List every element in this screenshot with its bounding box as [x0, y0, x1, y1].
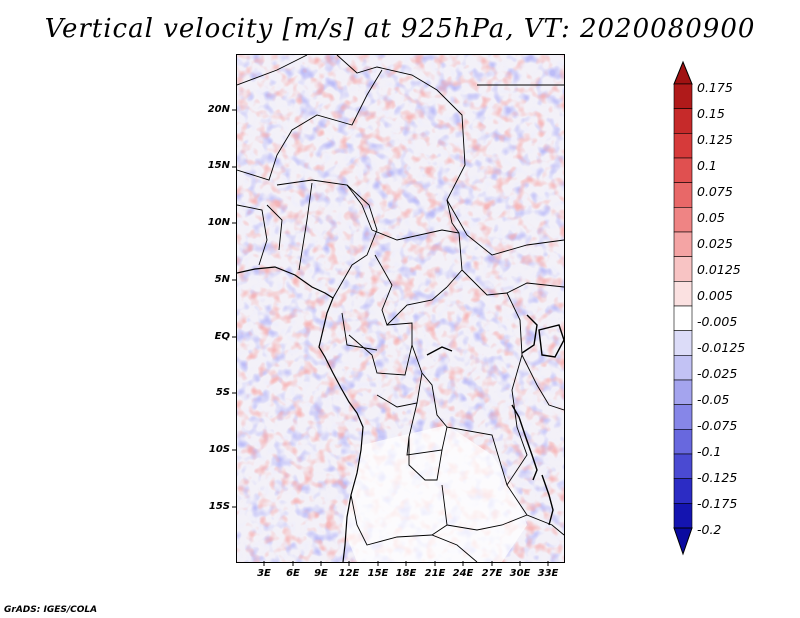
- lon-label-27e: 27E: [481, 568, 503, 579]
- colorbar-top-arrow: [673, 60, 693, 85]
- colorbar-cell-3: [673, 157, 693, 183]
- lon-label-3e: 3E: [257, 568, 271, 579]
- colorbar-cell-8: [673, 281, 693, 307]
- cb-label-6: 0.025: [697, 236, 733, 251]
- cb-label-10: -0.0125: [697, 340, 746, 355]
- cb-label-12: -0.05: [697, 392, 730, 407]
- map-panel: [236, 54, 565, 563]
- cb-label-8: 0.005: [697, 288, 733, 303]
- colorbar-cell-10: [673, 330, 693, 356]
- colorbar-cell-5: [673, 207, 693, 233]
- lake-victoria: [538, 324, 564, 358]
- lat-label-eq: EQ: [214, 331, 230, 342]
- cb-label-1: 0.15: [697, 106, 725, 121]
- cb-label-5: 0.05: [697, 210, 725, 225]
- cb-label-9: -0.005: [697, 314, 738, 329]
- colorbar-cell-17: [673, 503, 693, 529]
- velocity-field: [237, 55, 564, 562]
- colorbar-cell-0: [673, 83, 693, 109]
- lat-label-5n: 5N: [214, 274, 230, 285]
- lakes: [426, 314, 564, 526]
- colorbar-cell-2: [673, 133, 693, 159]
- colorbar-cell-14: [673, 429, 693, 455]
- cb-label-16: -0.175: [697, 496, 738, 511]
- lake-albert: [521, 314, 538, 354]
- colorbar-cell-9: [673, 305, 693, 331]
- latitude-ticks: [232, 109, 237, 508]
- cb-label-4: 0.075: [697, 184, 733, 199]
- lon-label-6e: 6E: [286, 568, 300, 579]
- cb-label-2: 0.125: [697, 132, 733, 147]
- lat-label-15n: 15N: [207, 160, 230, 171]
- colorbar: [673, 60, 693, 556]
- lon-label-33e: 33E: [537, 568, 559, 579]
- lake-tanganyika: [511, 404, 538, 481]
- lat-label-10s: 10S: [208, 444, 230, 455]
- colorbar-cell-4: [673, 182, 693, 208]
- cb-label-14: -0.1: [697, 444, 722, 459]
- cb-label-11: -0.025: [697, 366, 738, 381]
- cb-label-7: 0.0125: [697, 262, 741, 277]
- cb-label-15: -0.125: [697, 470, 738, 485]
- map-title: Vertical velocity [m/s] at 925hPa, VT: 2…: [44, 14, 756, 44]
- longitude-ticks: [263, 561, 549, 566]
- lon-label-15e: 15E: [367, 568, 389, 579]
- lat-label-5s: 5S: [215, 387, 230, 398]
- colorbar-cells: [673, 83, 693, 529]
- cb-label-0: 0.175: [697, 80, 733, 95]
- footer-credit: GrADS: IGES/COLA: [4, 605, 98, 615]
- lon-label-24e: 24E: [452, 568, 474, 579]
- colorbar-cell-1: [673, 108, 693, 134]
- colorbar-cell-16: [673, 478, 693, 504]
- lat-label-20n: 20N: [207, 104, 230, 115]
- lake-malawi: [541, 474, 554, 526]
- coastline: [237, 266, 364, 562]
- calm-region: [342, 425, 527, 562]
- lat-label-15s: 15S: [208, 501, 230, 512]
- lon-label-12e: 12E: [338, 568, 360, 579]
- colorbar-cell-15: [673, 453, 693, 479]
- cb-label-13: -0.075: [697, 418, 738, 433]
- lat-label-10n: 10N: [207, 217, 230, 228]
- cb-label-17: -0.2: [697, 522, 722, 537]
- colorbar-cell-12: [673, 379, 693, 405]
- lon-label-18e: 18E: [395, 568, 417, 579]
- cb-label-3: 0.1: [697, 158, 717, 173]
- lon-label-9e: 9E: [314, 568, 328, 579]
- country-borders: [237, 55, 564, 562]
- colorbar-cell-7: [673, 256, 693, 282]
- colorbar-cell-6: [673, 231, 693, 257]
- colorbar-cell-11: [673, 355, 693, 381]
- lon-label-21e: 21E: [424, 568, 446, 579]
- lon-label-30e: 30E: [509, 568, 531, 579]
- colorbar-cell-13: [673, 404, 693, 430]
- river-congo: [426, 346, 453, 356]
- colorbar-bottom-arrow: [673, 527, 693, 556]
